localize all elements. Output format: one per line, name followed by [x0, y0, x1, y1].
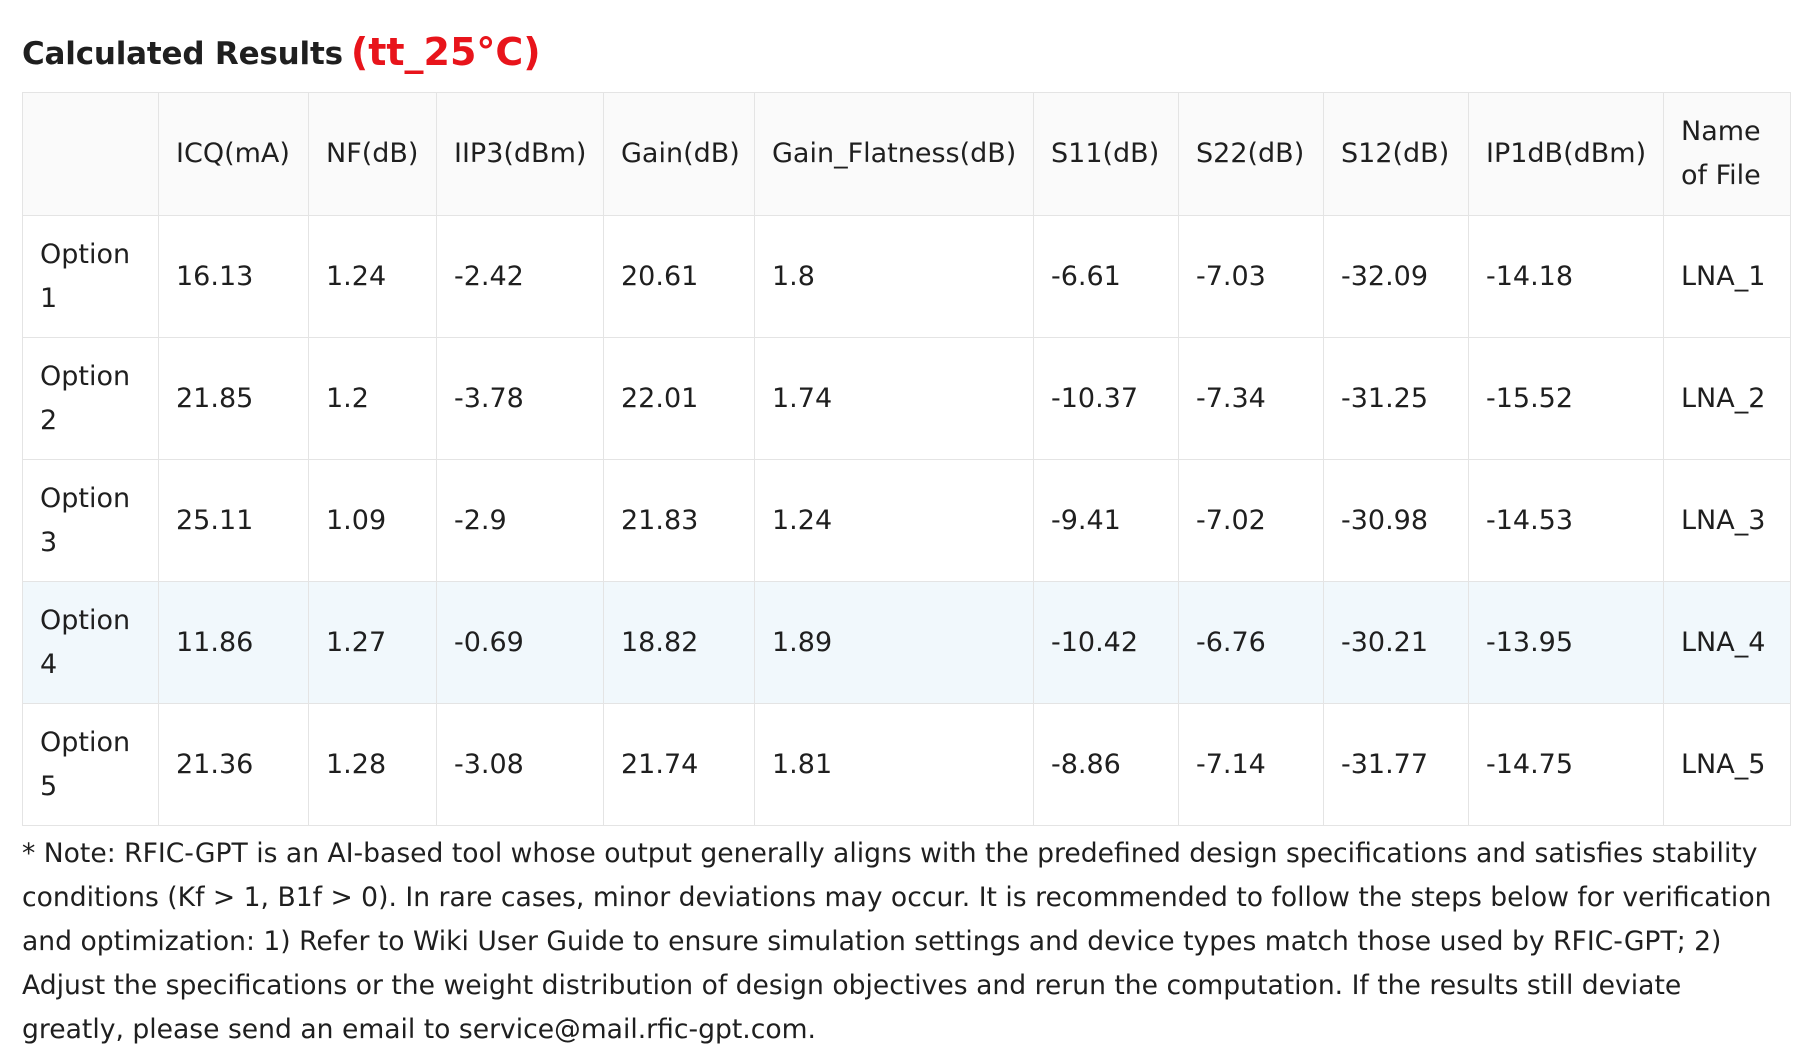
column-header: [22, 92, 159, 216]
table-cell: -30.21: [1323, 581, 1469, 704]
table-cell: 1.09: [308, 459, 437, 582]
table-row-highlighted: Option 4 11.86 1.27 -0.69 18.82 1.89 -10…: [22, 581, 1791, 704]
table-cell: -15.52: [1468, 337, 1664, 460]
table-cell: 1.2: [308, 337, 437, 460]
table-cell: 1.81: [754, 703, 1034, 826]
results-table: ICQ(mA) NF(dB) IIP3(dBm) Gain(dB) Gain_F…: [22, 92, 1791, 826]
file-name-cell: LNA_2: [1663, 337, 1791, 460]
table-cell: 20.61: [603, 215, 755, 338]
file-name-cell: LNA_4: [1663, 581, 1791, 704]
option-label: Option 2: [22, 337, 159, 460]
table-cell: 1.24: [754, 459, 1034, 582]
table-cell: -10.42: [1033, 581, 1179, 704]
table-cell: -31.77: [1323, 703, 1469, 826]
table-cell: -13.95: [1468, 581, 1664, 704]
table-cell: -3.08: [436, 703, 604, 826]
column-header-file-name: Name of File: [1663, 92, 1791, 216]
option-label: Option 3: [22, 459, 159, 582]
table-cell: -9.41: [1033, 459, 1179, 582]
table-row: Option 5 21.36 1.28 -3.08 21.74 1.81 -8.…: [22, 703, 1791, 826]
table-cell: -30.98: [1323, 459, 1469, 582]
table-cell: -14.75: [1468, 703, 1664, 826]
table-cell: 18.82: [603, 581, 755, 704]
option-label: Option 5: [22, 703, 159, 826]
table-cell: 21.85: [158, 337, 309, 460]
table-cell: 1.89: [754, 581, 1034, 704]
option-label: Option 1: [22, 215, 159, 338]
table-row: Option 1 16.13 1.24 -2.42 20.61 1.8 -6.6…: [22, 215, 1791, 338]
disclaimer-note: * Note: RFIC-GPT is an AI-based tool who…: [22, 838, 1772, 1045]
table-cell: 21.74: [603, 703, 755, 826]
table-cell: -3.78: [436, 337, 604, 460]
table-cell: -8.86: [1033, 703, 1179, 826]
table-cell: -14.18: [1468, 215, 1664, 338]
table-cell: -0.69: [436, 581, 604, 704]
column-header-ip1db: IP1dB(dBm): [1468, 92, 1664, 216]
file-name-cell: LNA_1: [1663, 215, 1791, 338]
table-cell: -7.34: [1178, 337, 1324, 460]
column-header-iip3: IIP3(dBm): [436, 92, 604, 216]
table-cell: 16.13: [158, 215, 309, 338]
table-cell: 21.36: [158, 703, 309, 826]
table-cell: -7.14: [1178, 703, 1324, 826]
results-panel: Calculated Results (tt_25°C) ICQ(mA) NF(…: [22, 20, 1791, 1052]
table-cell: -14.53: [1468, 459, 1664, 582]
page-title: Calculated Results: [22, 36, 343, 72]
table-cell: -6.76: [1178, 581, 1324, 704]
table-cell: 25.11: [158, 459, 309, 582]
table-cell: -2.9: [436, 459, 604, 582]
table-cell: 22.01: [603, 337, 755, 460]
table-cell: 1.74: [754, 337, 1034, 460]
table-cell: -32.09: [1323, 215, 1469, 338]
column-header-s11: S11(dB): [1033, 92, 1179, 216]
column-header-s12: S12(dB): [1323, 92, 1469, 216]
table-cell: -10.37: [1033, 337, 1179, 460]
results-heading: Calculated Results (tt_25°C): [22, 20, 1790, 74]
column-header-gain-flatness: Gain_Flatness(dB): [754, 92, 1034, 216]
table-cell: 1.27: [308, 581, 437, 704]
table-cell: 11.86: [158, 581, 309, 704]
table-cell: -6.61: [1033, 215, 1179, 338]
column-header-s22: S22(dB): [1178, 92, 1324, 216]
table-cell: -31.25: [1323, 337, 1469, 460]
table-cell: -2.42: [436, 215, 604, 338]
table-cell: -7.03: [1178, 215, 1324, 338]
column-header-nf: NF(dB): [308, 92, 437, 216]
table-cell: 1.24: [308, 215, 437, 338]
option-label: Option 4: [22, 581, 159, 704]
table-header-row: ICQ(mA) NF(dB) IIP3(dBm) Gain(dB) Gain_F…: [22, 92, 1791, 216]
table-cell: 1.8: [754, 215, 1034, 338]
corner-condition: (tt_25°C): [350, 30, 541, 74]
table-row: Option 2 21.85 1.2 -3.78 22.01 1.74 -10.…: [22, 337, 1791, 460]
table-cell: 21.83: [603, 459, 755, 582]
file-name-cell: LNA_3: [1663, 459, 1791, 582]
table-cell: -7.02: [1178, 459, 1324, 582]
table-cell: 1.28: [308, 703, 437, 826]
column-header-icq: ICQ(mA): [158, 92, 309, 216]
file-name-cell: LNA_5: [1663, 703, 1791, 826]
table-row: Option 3 25.11 1.09 -2.9 21.83 1.24 -9.4…: [22, 459, 1791, 582]
column-header-gain: Gain(dB): [603, 92, 755, 216]
